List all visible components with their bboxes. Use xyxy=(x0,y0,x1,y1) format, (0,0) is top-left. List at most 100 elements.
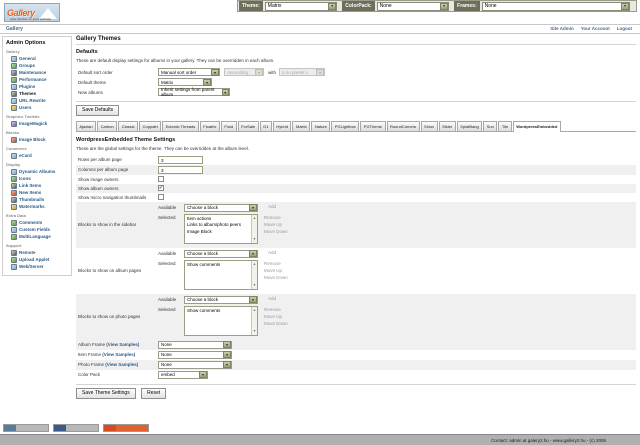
move-up-link[interactable]: Move Up xyxy=(264,267,283,273)
photo-blocks-available-select[interactable]: Choose a block ▾ xyxy=(184,295,258,304)
tab-carbon[interactable]: Carbon xyxy=(97,121,118,131)
sidebar-item-performance[interactable]: Performance xyxy=(6,76,69,83)
frames-select[interactable]: None ▾ xyxy=(481,1,630,11)
valid-xhtml-badge[interactable] xyxy=(3,424,49,432)
color-pack-select[interactable]: embed ▾ xyxy=(158,370,208,379)
sidebar-blocks-selected-list[interactable]: Item actions Links to album/photo peers Im… xyxy=(184,213,258,244)
default-theme-select[interactable]: Matrix ▾ xyxy=(158,78,212,86)
sidebar-item-upload-applet[interactable]: Upload Applet xyxy=(6,256,69,263)
list-item[interactable]: Item actions xyxy=(187,215,212,221)
photo-frame-select[interactable]: None ▾ xyxy=(158,360,232,369)
list-item[interactable]: Show comments xyxy=(187,261,221,267)
valid-css-badge[interactable] xyxy=(53,424,99,432)
nav-logout[interactable]: Logout xyxy=(616,26,632,31)
album-blocks-selected-list[interactable]: Show comments ▴ ▾ xyxy=(184,259,258,290)
sidebar-item-groups[interactable]: Groups xyxy=(6,62,69,69)
photo-blocks-add-link[interactable]: Add xyxy=(268,295,277,301)
sort-preset-select[interactable]: a no preset x ▾ xyxy=(279,68,326,76)
scrollbar[interactable]: ▴ ▾ xyxy=(251,306,257,335)
sidebar-item-remote[interactable]: Remote xyxy=(6,249,69,256)
move-down-link[interactable]: Move Down xyxy=(264,320,288,326)
move-up-link[interactable]: Move Up xyxy=(264,221,283,227)
sidebar-item-users[interactable]: Users xyxy=(6,104,69,111)
reset-button[interactable]: Reset xyxy=(141,387,167,399)
new-albums-select[interactable]: Inherit settings from parent album ▾ xyxy=(158,87,230,97)
nav-your-account[interactable]: Your Account xyxy=(580,26,610,31)
list-item[interactable]: Links to album/photo peers xyxy=(187,222,242,227)
sidebar-item-link-items[interactable]: Link Items xyxy=(6,182,69,189)
tab-siriux[interactable]: Siriux xyxy=(420,121,438,131)
remove-link[interactable]: Remove xyxy=(264,260,281,266)
colorpack-select[interactable]: None ▾ xyxy=(376,1,450,11)
tab-fluid[interactable]: Fluid xyxy=(220,121,237,131)
tab-matrix[interactable]: Matrix xyxy=(292,121,311,131)
sidebar-item-themes[interactable]: Themes xyxy=(6,90,69,97)
tab-splatbang[interactable]: SplatBang xyxy=(456,121,483,131)
columns-per-page-input[interactable]: 3 xyxy=(158,165,203,174)
scrollbar[interactable]: ▴ ▾ xyxy=(251,260,257,289)
sidebar-item-maintenance[interactable]: Maintenance xyxy=(6,69,69,76)
rss-badge[interactable] xyxy=(103,424,149,432)
tab-pgtheme[interactable]: PGTheme xyxy=(360,121,386,131)
sidebar-item-plugins[interactable]: Plugins xyxy=(6,83,69,90)
sidebar-item-multilanguage[interactable]: MultiLanguage xyxy=(6,233,69,240)
album-frame-select[interactable]: None ▾ xyxy=(158,340,232,349)
default-sort-order-select[interactable]: Manual sort order ▾ xyxy=(158,68,220,76)
tab-tile[interactable]: Tile xyxy=(498,121,512,131)
tab-roundcorners[interactable]: RoundCorners xyxy=(386,121,420,131)
tab-nature[interactable]: Nature xyxy=(311,121,331,131)
rows-per-page-input[interactable]: 3 xyxy=(158,155,203,164)
sidebar-item-image-block[interactable]: Image Block xyxy=(6,136,69,143)
show-album-owners-checkbox[interactable]: ✔ xyxy=(158,184,164,191)
tab-wordpressembedded[interactable]: WordpressEmbedded xyxy=(512,121,561,132)
album-blocks-add-link[interactable]: Add xyxy=(268,249,277,255)
item-frame-view-samples-link[interactable]: (View Samples) xyxy=(102,352,136,357)
save-defaults-button[interactable]: Save Defaults xyxy=(76,105,120,116)
nav-site-admin[interactable]: Site Admin xyxy=(550,26,574,31)
theme-select[interactable]: Matrix ▾ xyxy=(264,1,338,11)
sidebar-item-web-server[interactable]: Web/Server xyxy=(6,263,69,270)
sidebar-item-dynamic-albums[interactable]: Dynamic Albums xyxy=(6,168,69,175)
tab-pglightbox[interactable]: PGLightbox xyxy=(331,121,360,131)
scrollbar[interactable]: ▴ ▾ xyxy=(251,214,257,243)
remove-link[interactable]: Remove xyxy=(264,306,281,312)
gallery-logo[interactable]: Gallery your photos on your website xyxy=(4,3,60,22)
sidebar-item-ecard[interactable]: eCard xyxy=(6,152,69,159)
tab-sun[interactable]: Sun xyxy=(483,121,498,131)
album-frame-view-samples-link[interactable]: (View Samples) xyxy=(106,342,140,347)
remove-link[interactable]: Remove xyxy=(264,214,281,220)
tab-eclectic-threads[interactable]: Eclectic Threads xyxy=(162,121,199,131)
tab-ajaxian[interactable]: Ajaxian xyxy=(76,121,97,131)
tab-coppafri[interactable]: Coppafri xyxy=(139,121,162,131)
list-item[interactable]: Show comments xyxy=(187,307,221,313)
item-frame-select[interactable]: None ▾ xyxy=(158,350,232,359)
sidebar-item-new-items[interactable]: New Items xyxy=(6,189,69,196)
sidebar-item-imagemagick[interactable]: ImageMagick xyxy=(6,120,69,127)
show-image-owners-checkbox[interactable] xyxy=(158,176,164,182)
list-item[interactable]: Image Block xyxy=(187,228,212,234)
tab-classic[interactable]: Classic xyxy=(118,121,139,131)
move-up-link[interactable]: Move Up xyxy=(264,313,283,319)
photo-blocks-selected-list[interactable]: Show comments ▴ ▾ xyxy=(184,305,258,336)
sidebar-item-comments[interactable]: Comments xyxy=(6,219,69,226)
photo-frame-view-samples-link[interactable]: (View Samples) xyxy=(105,362,139,367)
sidebar-item-custom-fields[interactable]: Custom Fields xyxy=(6,226,69,233)
show-micro-nav-checkbox[interactable] xyxy=(158,194,164,200)
sort-direction-select[interactable]: Ascending ▾ xyxy=(224,68,264,76)
tab-forsale[interactable]: ForSale xyxy=(237,121,259,131)
sidebar-blocks-available-select[interactable]: Choose a block ▾ xyxy=(184,203,258,212)
tab-hybrid[interactable]: Hybrid xyxy=(272,121,292,131)
sidebar-item-thumbnails[interactable]: Thumbnails xyxy=(6,196,69,203)
move-down-link[interactable]: Move Down xyxy=(264,228,288,234)
tab-slider[interactable]: Slider xyxy=(438,121,456,131)
sidebar-item-url-rewrite[interactable]: URL Rewrite xyxy=(6,97,69,104)
move-down-link[interactable]: Move Down xyxy=(264,274,288,280)
save-theme-settings-button[interactable]: Save Theme Settings xyxy=(76,387,136,399)
tab-floatrix[interactable]: Floatrix xyxy=(199,121,220,131)
sidebar-item-icons[interactable]: Icons xyxy=(6,175,69,182)
sidebar-item-watermarks[interactable]: Watermarks xyxy=(6,203,69,210)
breadcrumb[interactable]: Gallery xyxy=(6,26,23,32)
tab-g1[interactable]: G1 xyxy=(259,121,272,131)
sidebar-blocks-add-link[interactable]: Add xyxy=(268,203,277,209)
sidebar-item-general[interactable]: General xyxy=(6,55,69,62)
